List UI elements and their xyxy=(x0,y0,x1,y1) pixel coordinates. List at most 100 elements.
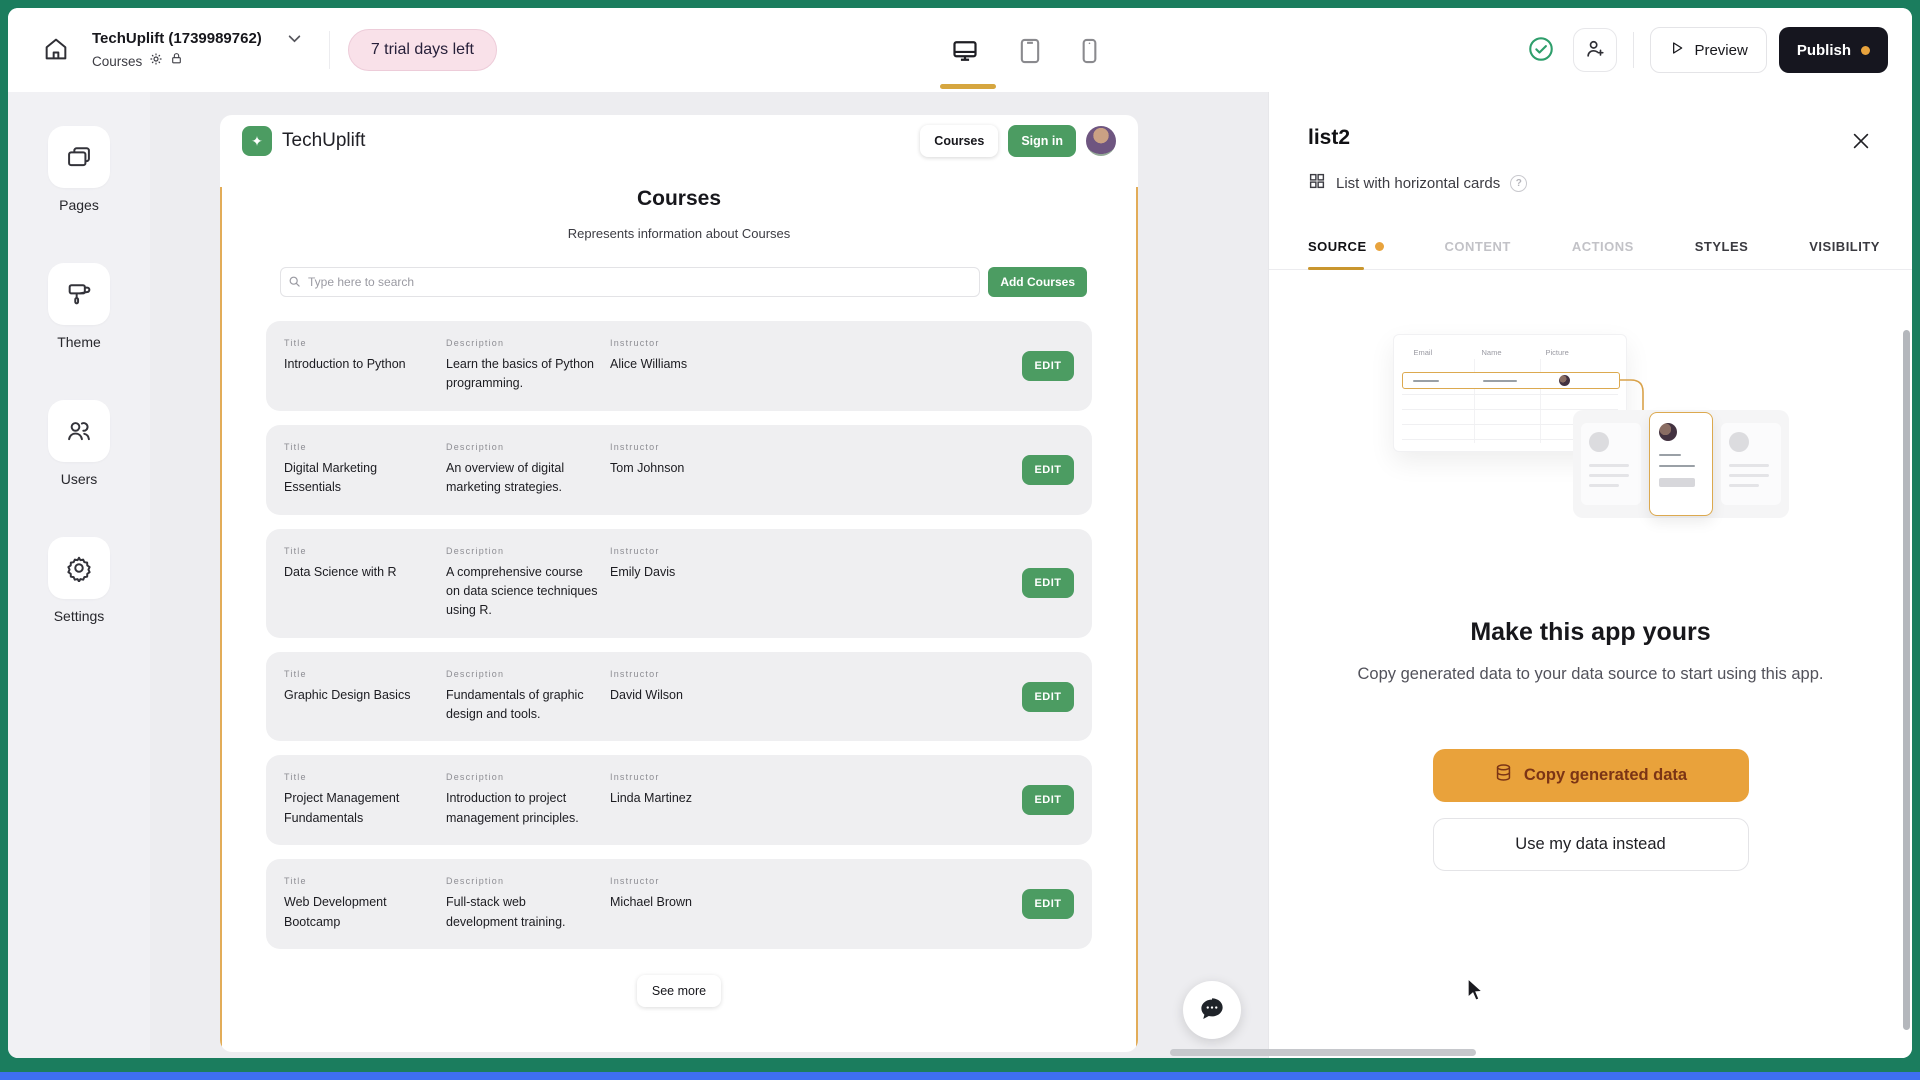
course-description: A comprehensive course on data science t… xyxy=(446,564,598,618)
trial-badge[interactable]: 7 trial days left xyxy=(347,29,497,71)
edit-button[interactable]: EDIT xyxy=(1022,454,1074,485)
course-description: Introduction to project management princ… xyxy=(446,791,579,825)
settings-icon xyxy=(48,537,110,599)
preview-button[interactable]: Preview xyxy=(1650,27,1767,73)
device-toggle-phone[interactable] xyxy=(1078,32,1101,72)
divider xyxy=(1633,32,1635,68)
column-label-instructor: Instructor xyxy=(610,441,660,452)
see-more-button[interactable]: See more xyxy=(636,974,722,1007)
tablet-icon xyxy=(1018,37,1042,68)
help-icon[interactable]: ? xyxy=(1510,175,1528,192)
users-icon xyxy=(48,400,110,462)
course-description: Full-stack web development training. xyxy=(446,895,566,929)
chat-bubble-icon xyxy=(1197,994,1227,1027)
publish-status-dot xyxy=(1861,45,1870,55)
play-icon xyxy=(1669,40,1685,60)
edit-button[interactable]: EDIT xyxy=(1022,350,1074,381)
spreadsheet-graphic: Email Name Picture xyxy=(1392,334,1627,452)
tab-source[interactable]: SOURCE xyxy=(1308,239,1384,270)
course-instructor: Alice Williams xyxy=(610,357,688,371)
data-mapping-illustration: Email Name Picture xyxy=(1392,334,1789,534)
lock-icon xyxy=(170,52,183,70)
preview-nav-courses[interactable]: Courses xyxy=(920,125,999,157)
selection-outline-right xyxy=(1136,187,1138,1052)
database-icon xyxy=(1494,763,1513,787)
course-description: Learn the basics of Python programming. xyxy=(446,357,595,391)
list2-component[interactable]: Courses Represents information about Cou… xyxy=(220,187,1138,1052)
panel-vertical-scrollbar[interactable] xyxy=(1903,330,1910,1030)
config-panel: list2 List with horizontal cards ? xyxy=(1268,92,1912,1058)
tab-content[interactable]: CONTENT xyxy=(1444,239,1511,254)
device-toggle-desktop[interactable] xyxy=(940,32,996,89)
sidebar-item-settings[interactable]: Settings xyxy=(48,537,110,624)
edit-button[interactable]: EDIT xyxy=(1022,889,1074,919)
invite-user-button[interactable] xyxy=(1573,28,1618,72)
desktop-icon xyxy=(950,37,980,68)
sync-status-button[interactable] xyxy=(1521,30,1561,70)
course-instructor: Emily Davis xyxy=(610,564,676,579)
app-switcher[interactable]: TechUplift (1739989762) xyxy=(92,30,301,48)
edit-button[interactable]: EDIT xyxy=(1022,681,1074,712)
home-icon xyxy=(42,35,70,66)
user-add-icon xyxy=(1584,38,1606,63)
home-button[interactable] xyxy=(34,28,78,72)
sign-in-button[interactable]: Sign in xyxy=(1008,125,1076,157)
course-instructor: Linda Martinez xyxy=(610,791,692,806)
mouse-cursor xyxy=(1465,977,1487,1007)
highlighted-row xyxy=(1401,372,1620,389)
column-label-instructor: Instructor xyxy=(610,545,660,556)
copy-generated-data-button[interactable]: Copy generated data xyxy=(1432,748,1749,802)
sidebar-item-users[interactable]: Users xyxy=(48,400,110,487)
column-label-description: Description xyxy=(446,772,505,783)
column-label-description: Description xyxy=(446,338,505,348)
component-type-label: List with horizontal cards xyxy=(1336,175,1501,192)
column-label-title: Title xyxy=(284,545,307,556)
device-toggle-tablet[interactable] xyxy=(1016,32,1044,72)
chat-fab-button[interactable] xyxy=(1183,981,1241,1039)
check-circle-icon xyxy=(1527,35,1555,66)
divider xyxy=(328,31,330,69)
column-label-instructor: Instructor xyxy=(610,772,660,783)
column-label-instructor: Instructor xyxy=(610,668,660,679)
publish-button[interactable]: Publish xyxy=(1778,27,1888,73)
course-card[interactable]: Title Project Management Fundamentals Des… xyxy=(266,755,1092,846)
tab-actions[interactable]: ACTIONS xyxy=(1571,239,1634,254)
app-preview: ✦ TechUplift Courses Sign in Courses Rep… xyxy=(220,115,1138,1052)
phone-icon xyxy=(1080,37,1099,68)
horizontal-scrollbar[interactable] xyxy=(1170,1049,1476,1056)
course-title: Digital Marketing Essentials xyxy=(284,460,378,495)
edit-button[interactable]: EDIT xyxy=(1022,785,1074,816)
sidebar-item-theme[interactable]: Theme xyxy=(48,263,110,350)
active-device-underline xyxy=(940,84,996,89)
tab-styles[interactable]: STYLES xyxy=(1694,239,1749,254)
page-subtitle: Represents information about Courses xyxy=(567,226,791,241)
cards-graphic xyxy=(1572,410,1789,518)
column-label-title: Title xyxy=(284,668,307,679)
use-my-data-button[interactable]: Use my data instead xyxy=(1432,817,1749,871)
app-brand: TechUplift xyxy=(282,130,366,151)
component-name: list2 xyxy=(1308,126,1351,149)
avatar[interactable] xyxy=(1086,126,1116,156)
course-card[interactable]: Title Web Development Bootcamp Descriptio… xyxy=(266,859,1092,949)
course-card[interactable]: Title Introduction to Python Description L… xyxy=(266,321,1092,411)
sidebar-item-pages[interactable]: Pages xyxy=(48,126,110,213)
column-label-title: Title xyxy=(284,876,307,887)
gear-small-icon xyxy=(149,52,163,71)
column-label-title: Title xyxy=(284,338,307,348)
canvas: ✦ TechUplift Courses Sign in Courses Rep… xyxy=(150,92,1268,1058)
close-panel-button[interactable] xyxy=(1846,126,1876,159)
panel-tabs: SOURCE CONTENT ACTIONS STYLES VISIBILITY xyxy=(1269,239,1912,270)
search-input[interactable] xyxy=(280,267,981,297)
course-card[interactable]: Title Graphic Design Basics Description Fu… xyxy=(266,651,1092,742)
edit-button[interactable]: EDIT xyxy=(1022,568,1074,599)
course-card[interactable]: Title Data Science with R Description A co… xyxy=(266,528,1092,638)
add-courses-button[interactable]: Add Courses xyxy=(988,267,1087,297)
breadcrumb: Courses xyxy=(92,53,143,69)
builder-window: TechUplift (1739989762) Courses xyxy=(8,8,1912,1058)
search-icon xyxy=(288,275,301,293)
course-title: Data Science with R xyxy=(284,564,397,579)
tab-visibility[interactable]: VISIBILITY xyxy=(1809,239,1880,254)
course-title: Graphic Design Basics xyxy=(284,687,411,702)
course-card[interactable]: Title Digital Marketing Essentials Descri… xyxy=(266,424,1092,515)
